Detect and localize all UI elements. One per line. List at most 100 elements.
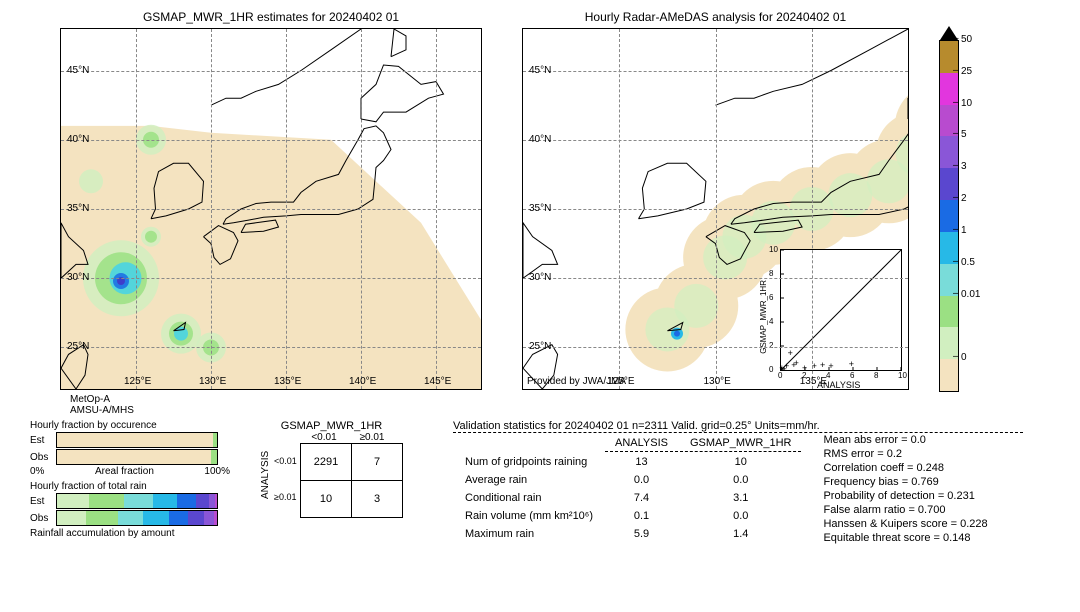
lon-tick-label: 145°E: [424, 376, 451, 387]
right-map-title: Hourly Radar-AMeDAS analysis for 2024040…: [522, 10, 909, 24]
val-row-b: 0.0: [680, 508, 801, 524]
bottom-row: Hourly fraction by occurence Est Obs 0% A…: [10, 420, 1070, 545]
occurrence-title: Hourly fraction by occurence: [30, 420, 230, 431]
sensor-label: AMSU-A/MHS: [70, 405, 482, 416]
colorbar-tick-label: 3: [961, 161, 967, 172]
stat-line: False alarm ratio = 0.700: [823, 503, 987, 517]
val-row-label: Rain volume (mm km²10⁶): [455, 508, 603, 524]
lon-tick-label: 125°E: [607, 376, 634, 387]
val-row-a: 7.4: [605, 490, 678, 506]
scatter-diagonal: [781, 250, 901, 370]
validation-header: Validation statistics for 20240402 01 n=…: [453, 420, 1023, 433]
occurrence-bars: Est Obs: [30, 432, 230, 465]
scatter-point: +: [788, 349, 793, 358]
scale-0: 0%: [30, 466, 44, 477]
tot-bar: [56, 510, 218, 526]
right-map: +++++++++++00224466881010ANALYSISGSMAP_M…: [522, 28, 909, 390]
cont-cell-01: 7: [352, 444, 403, 481]
accum-title: Rainfall accumulation by amount: [30, 528, 230, 539]
val-row-label: Maximum rain: [455, 526, 603, 542]
stat-line: Hanssen & Kuipers score = 0.228: [823, 517, 987, 531]
tot-row-label: Est: [30, 496, 56, 507]
validation-table: ANALYSIS GSMAP_MWR_1HR Num of gridpoints…: [453, 433, 803, 545]
stat-line: Probability of detection = 0.231: [823, 489, 987, 503]
scale-100: 100%: [204, 466, 230, 477]
lat-tick-label: 25°N: [529, 341, 551, 352]
occ-bar: [56, 449, 218, 465]
validation-container: Validation statistics for 20240402 01 n=…: [453, 420, 1023, 545]
left-map-title: GSMAP_MWR_1HR estimates for 20240402 01: [60, 10, 482, 24]
lon-tick-label: 125°E: [124, 376, 151, 387]
colorbar-tick-label: 0.01: [961, 289, 980, 300]
cont-row-1: ≥0.01: [274, 479, 300, 515]
colorbar-tick-label: 0: [961, 352, 967, 363]
contingency-container: GSMAP_MWR_1HR ANALYSIS <0.01 ≥0.01 <0.01…: [260, 420, 403, 545]
lon-tick-label: 135°E: [274, 376, 301, 387]
lat-tick-label: 40°N: [529, 134, 551, 145]
cont-cell-00: 2291: [301, 444, 352, 481]
colorbar-container: 50–25–10–5–3–2–1–0.5–0.01–0–: [939, 26, 989, 406]
colorbar-tick-label: 50: [961, 34, 972, 45]
occ-row-label: Est: [30, 435, 56, 446]
cont-cell-11: 3: [352, 481, 403, 518]
lon-tick-label: 130°E: [199, 376, 226, 387]
stat-line: Equitable threat score = 0.148: [823, 531, 987, 545]
val-row-b: 1.4: [680, 526, 801, 542]
scatter-inset: +++++++++++00224466881010ANALYSISGSMAP_M…: [780, 249, 902, 371]
val-row-label: Num of gridpoints raining: [455, 454, 603, 470]
cont-col-0: <0.01: [300, 432, 348, 443]
stat-line: RMS error = 0.2: [823, 447, 987, 461]
satellite-label: MetOp-A: [70, 394, 482, 405]
total-bars: Est Obs: [30, 493, 230, 526]
left-map-container: GSMAP_MWR_1HR estimates for 20240402 01 …: [60, 10, 482, 416]
val-row-label: Average rain: [455, 472, 603, 488]
stat-line: Mean abs error = 0.0: [823, 433, 987, 447]
val-row-a: 0.1: [605, 508, 678, 524]
lon-tick-label: 130°E: [704, 376, 731, 387]
scatter-point: +: [794, 359, 799, 368]
lat-tick-label: 25°N: [67, 341, 89, 352]
val-row-a: 13: [605, 454, 678, 470]
scatter-point: +: [784, 362, 789, 371]
colorbar-tick-label: 1: [961, 225, 967, 236]
contingency-title: GSMAP_MWR_1HR: [260, 420, 403, 432]
left-map: 25°N 30°N 35°N 40°N 45°N 125°E 130°E 135°E 140°E…: [60, 28, 482, 390]
scatter-point: +: [849, 360, 854, 369]
contingency-row-axis: ANALYSIS: [260, 432, 271, 518]
lat-tick-label: 45°N: [529, 65, 551, 76]
fraction-bars: Hourly fraction by occurence EstObs 0% A…: [30, 420, 230, 545]
colorbar-tick-label: 2: [961, 193, 967, 204]
scatter-point: +: [820, 361, 825, 370]
val-col-1: GSMAP_MWR_1HR: [680, 435, 801, 452]
lat-tick-label: 35°N: [67, 203, 89, 214]
lat-tick-label: 35°N: [529, 203, 551, 214]
lat-tick-label: 30°N: [529, 272, 551, 283]
colorbar: [939, 40, 959, 392]
val-row-a: 5.9: [605, 526, 678, 542]
contingency-table: 2291 7 10 3: [300, 443, 403, 518]
val-row-b: 10: [680, 454, 801, 470]
val-col-0: ANALYSIS: [605, 435, 678, 452]
lat-tick-label: 45°N: [67, 65, 89, 76]
cont-col-1: ≥0.01: [348, 432, 396, 443]
lon-tick-label: 135°E: [800, 376, 827, 387]
stat-line: Correlation coeff = 0.248: [823, 461, 987, 475]
lat-tick-label: 30°N: [67, 272, 89, 283]
cont-row-0: <0.01: [274, 443, 300, 479]
val-row-b: 3.1: [680, 490, 801, 506]
tot-row-label: Obs: [30, 513, 56, 524]
colorbar-tick-label: 25: [961, 66, 972, 77]
cont-cell-10: 10: [301, 481, 352, 518]
colorbar-tick-label: 5: [961, 129, 967, 140]
validation-stats: Mean abs error = 0.0RMS error = 0.2Corre…: [823, 433, 987, 545]
colorbar-labels: 50–25–10–5–3–2–1–0.5–0.01–0–: [959, 26, 989, 390]
val-row-label: Conditional rain: [455, 490, 603, 506]
tot-bar: [56, 493, 218, 509]
lat-tick-label: 40°N: [67, 134, 89, 145]
lon-tick-label: 140°E: [349, 376, 376, 387]
top-row: GSMAP_MWR_1HR estimates for 20240402 01 …: [10, 10, 1070, 416]
occ-row-label: Obs: [30, 452, 56, 463]
val-row-b: 0.0: [680, 472, 801, 488]
occ-bar: [56, 432, 218, 448]
total-title: Hourly fraction of total rain: [30, 481, 230, 492]
